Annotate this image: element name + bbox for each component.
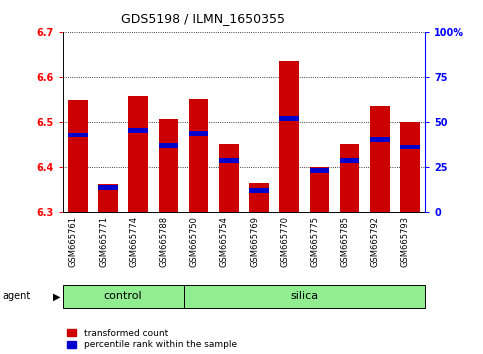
Bar <box>279 116 299 121</box>
Bar <box>219 158 239 163</box>
Bar <box>158 119 178 212</box>
Text: GSM665788: GSM665788 <box>159 216 169 267</box>
Text: GSM665750: GSM665750 <box>190 216 199 267</box>
Bar <box>189 131 209 136</box>
Text: GSM665792: GSM665792 <box>371 216 380 267</box>
Text: GSM665761: GSM665761 <box>69 216 78 267</box>
Text: GSM665769: GSM665769 <box>250 216 259 267</box>
Bar <box>249 188 269 193</box>
Text: control: control <box>104 291 142 302</box>
Bar <box>340 144 359 212</box>
Text: ▶: ▶ <box>53 291 60 302</box>
Bar <box>249 183 269 212</box>
Bar <box>400 122 420 212</box>
Text: GSM665774: GSM665774 <box>129 216 138 267</box>
Bar <box>370 137 390 142</box>
Text: GSM665775: GSM665775 <box>311 216 319 267</box>
Bar <box>310 167 329 212</box>
Bar <box>310 168 329 173</box>
Bar <box>400 145 420 149</box>
Bar <box>98 185 118 190</box>
Bar <box>370 106 390 212</box>
Bar <box>128 128 148 132</box>
Text: silica: silica <box>290 291 318 302</box>
Bar <box>279 61 299 212</box>
Text: GSM665785: GSM665785 <box>341 216 350 267</box>
Bar <box>219 144 239 212</box>
Bar <box>158 143 178 148</box>
Text: GSM665793: GSM665793 <box>401 216 410 267</box>
Bar <box>68 101 88 212</box>
Bar <box>68 132 88 137</box>
Legend: transformed count, percentile rank within the sample: transformed count, percentile rank withi… <box>67 329 237 349</box>
Text: GDS5198 / ILMN_1650355: GDS5198 / ILMN_1650355 <box>121 12 285 25</box>
Bar <box>340 158 359 163</box>
Bar <box>98 184 118 212</box>
Text: GSM665771: GSM665771 <box>99 216 108 267</box>
Text: GSM665770: GSM665770 <box>280 216 289 267</box>
Bar <box>189 99 209 212</box>
Text: agent: agent <box>2 291 30 302</box>
Text: GSM665754: GSM665754 <box>220 216 229 267</box>
Bar <box>128 96 148 212</box>
